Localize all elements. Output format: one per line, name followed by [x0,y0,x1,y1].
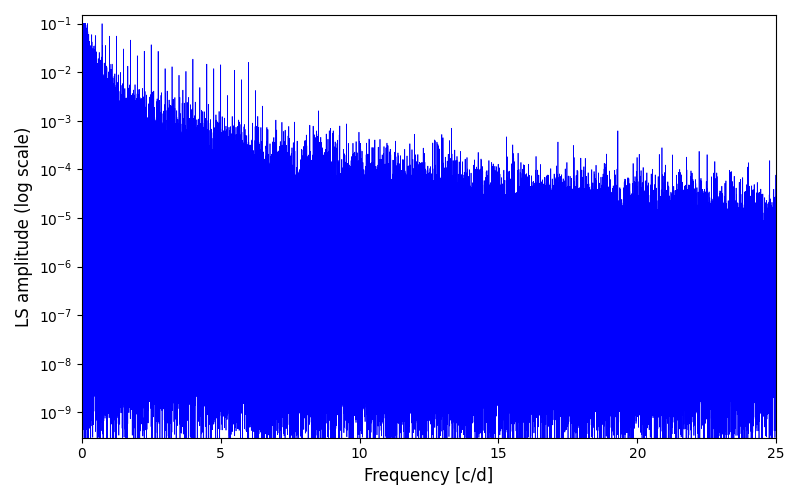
Y-axis label: LS amplitude (log scale): LS amplitude (log scale) [15,126,33,326]
X-axis label: Frequency [c/d]: Frequency [c/d] [364,467,494,485]
